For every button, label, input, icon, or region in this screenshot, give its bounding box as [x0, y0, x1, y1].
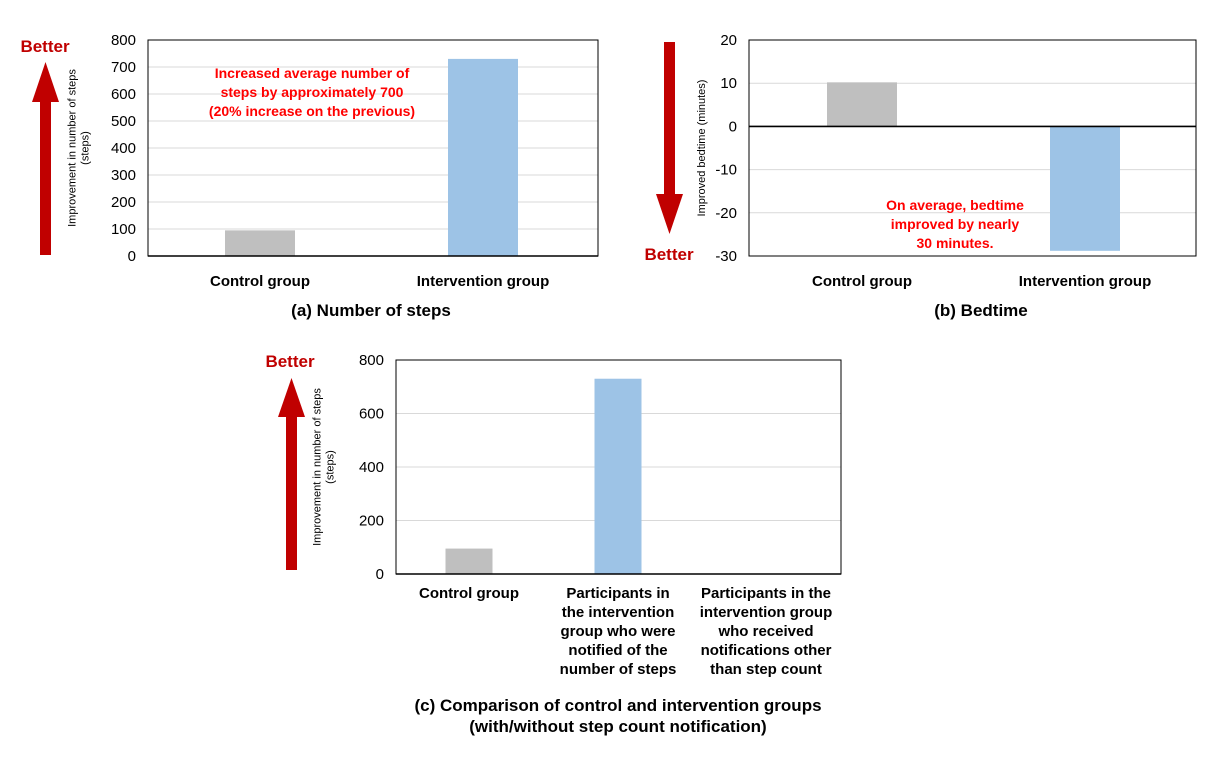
chart-a-annotation-line: (20% increase on the previous): [209, 103, 415, 119]
chart-b-y-axis-label-line: Improved bedtime (minutes): [696, 80, 708, 217]
chart-a-annotation-line: Increased average number of: [215, 65, 410, 81]
chart-a-y-tick-label: 700: [111, 59, 136, 76]
chart-c-title-line: (c) Comparison of control and interventi…: [414, 696, 821, 715]
better-label-b: Better: [644, 245, 694, 264]
chart-b-y-axis-label: Improved bedtime (minutes): [696, 80, 708, 217]
chart-a-annotation-line: steps by approximately 700: [221, 84, 404, 100]
chart-c-bars: [396, 378, 841, 575]
better-label-c: Better: [265, 352, 315, 371]
chart-a-bar-1: [225, 230, 295, 256]
chart-a-annotation: Increased average number of steps by appr…: [209, 65, 415, 119]
chart-c-category-label: the intervention: [562, 604, 675, 621]
chart-c-bar-2: [594, 378, 642, 574]
chart-c-title: (c) Comparison of control and interventi…: [414, 696, 821, 736]
chart-c-bar-1: [445, 548, 493, 574]
chart-c-y-tick-label: 600: [359, 406, 384, 423]
chart-b-bar-1: [827, 82, 897, 127]
chart-b-y-tick-label: 10: [720, 75, 737, 92]
chart-b-title-line: (b) Bedtime: [934, 301, 1028, 320]
chart-c-category-label: group who were: [560, 623, 675, 640]
chart-c-y-tick-label: 400: [359, 459, 384, 476]
chart-b-annotation-line: 30 minutes.: [916, 235, 993, 251]
chart-b-gridlines: [748, 39, 1197, 257]
chart-c-y-axis-label-line: Improvement in number of steps: [312, 388, 324, 546]
chart-a-category-label: Control group: [210, 273, 310, 290]
chart-b-plot-frame: [748, 39, 1197, 257]
chart-b-y-ticks: -30 -20 -10 0 10 20: [715, 32, 737, 265]
chart-a-y-axis-label: Improvement in number of steps (steps): [67, 69, 92, 227]
better-label-a: Better: [20, 37, 70, 56]
better-arrow-up-a-icon: [32, 62, 59, 255]
chart-c-y-axis-label: Improvement in number of steps (steps): [312, 388, 337, 546]
chart-a-number-of-steps: 0 100 200 300 400 500 600 700 800 Control group I…: [67, 32, 599, 320]
chart-a-y-tick-label: 800: [111, 32, 136, 49]
chart-c-category-label: notifications other: [701, 642, 832, 659]
chart-c-y-tick-label: 200: [359, 513, 384, 530]
chart-c-category-label: number of steps: [560, 661, 677, 678]
chart-b-y-tick-label: -20: [715, 205, 737, 222]
chart-a-title: (a) Number of steps: [291, 301, 451, 320]
chart-b-title: (b) Bedtime: [934, 301, 1028, 320]
chart-a-y-tick-label: 600: [111, 86, 136, 103]
chart-c-category-label: than step count: [710, 661, 822, 678]
chart-a-y-tick-label: 100: [111, 221, 136, 238]
chart-b-annotation-line: On average, bedtime: [886, 197, 1024, 213]
chart-c-title-line: (with/without step count notification): [469, 717, 766, 736]
chart-a-y-axis-label-line: Improvement in number of steps: [67, 69, 79, 227]
chart-c-categories: Control group Participants in the interven…: [419, 585, 832, 678]
chart-c-y-tick-label: 0: [376, 566, 384, 583]
chart-a-y-tick-label: 300: [111, 167, 136, 184]
chart-b-bedtime: -30 -20 -10 0 10 20 Control group Intervention…: [696, 32, 1197, 320]
chart-c-category-label: intervention group: [700, 604, 833, 621]
chart-c-category-label: notified of the: [568, 642, 667, 659]
chart-b-annotation: On average, bedtime improved by nearly 30 …: [886, 197, 1024, 251]
chart-a-y-tick-label: 400: [111, 140, 136, 157]
chart-b-y-tick-label: 0: [729, 118, 737, 135]
better-arrow-up-c-icon: [278, 378, 305, 570]
chart-b-y-tick-label: 20: [720, 32, 737, 49]
chart-b-y-tick-label: -10: [715, 162, 737, 179]
chart-a-y-tick-label: 200: [111, 194, 136, 211]
chart-c-comparison: 0 200 400 600 800 Control group Participants …: [312, 352, 842, 736]
chart-a-y-ticks: 0 100 200 300 400 500 600 700 800: [111, 32, 136, 265]
chart-b-y-tick-label: -30: [715, 248, 737, 265]
chart-a-bar-2: [448, 58, 518, 257]
chart-c-category-label: Control group: [419, 585, 519, 602]
chart-c-category-label: who received: [717, 623, 813, 640]
chart-c-y-tick-label: 800: [359, 352, 384, 369]
chart-a-y-tick-label: 0: [128, 248, 136, 265]
chart-c-category-label: Participants in: [566, 585, 669, 602]
chart-b-bar-2: [1050, 126, 1120, 251]
chart-b-categories: Control group Intervention group: [812, 273, 1151, 290]
chart-a-y-tick-label: 500: [111, 113, 136, 130]
chart-c-category-label: Participants in the: [701, 585, 831, 602]
chart-a-category-label: Intervention group: [417, 273, 550, 290]
chart-b-category-label: Intervention group: [1019, 273, 1152, 290]
chart-b-bars: [749, 82, 1196, 251]
chart-c-y-ticks: 0 200 400 600 800: [359, 352, 384, 583]
chart-a-categories: Control group Intervention group: [210, 273, 549, 290]
chart-a-title-line: (a) Number of steps: [291, 301, 451, 320]
chart-b-category-label: Control group: [812, 273, 912, 290]
better-arrow-down-b-icon: [656, 42, 683, 234]
chart-c-y-axis-label-line: (steps): [325, 450, 337, 484]
chart-b-annotation-line: improved by nearly: [891, 216, 1020, 232]
chart-a-bars: [148, 58, 598, 257]
chart-a-y-axis-label-line: (steps): [80, 131, 92, 165]
